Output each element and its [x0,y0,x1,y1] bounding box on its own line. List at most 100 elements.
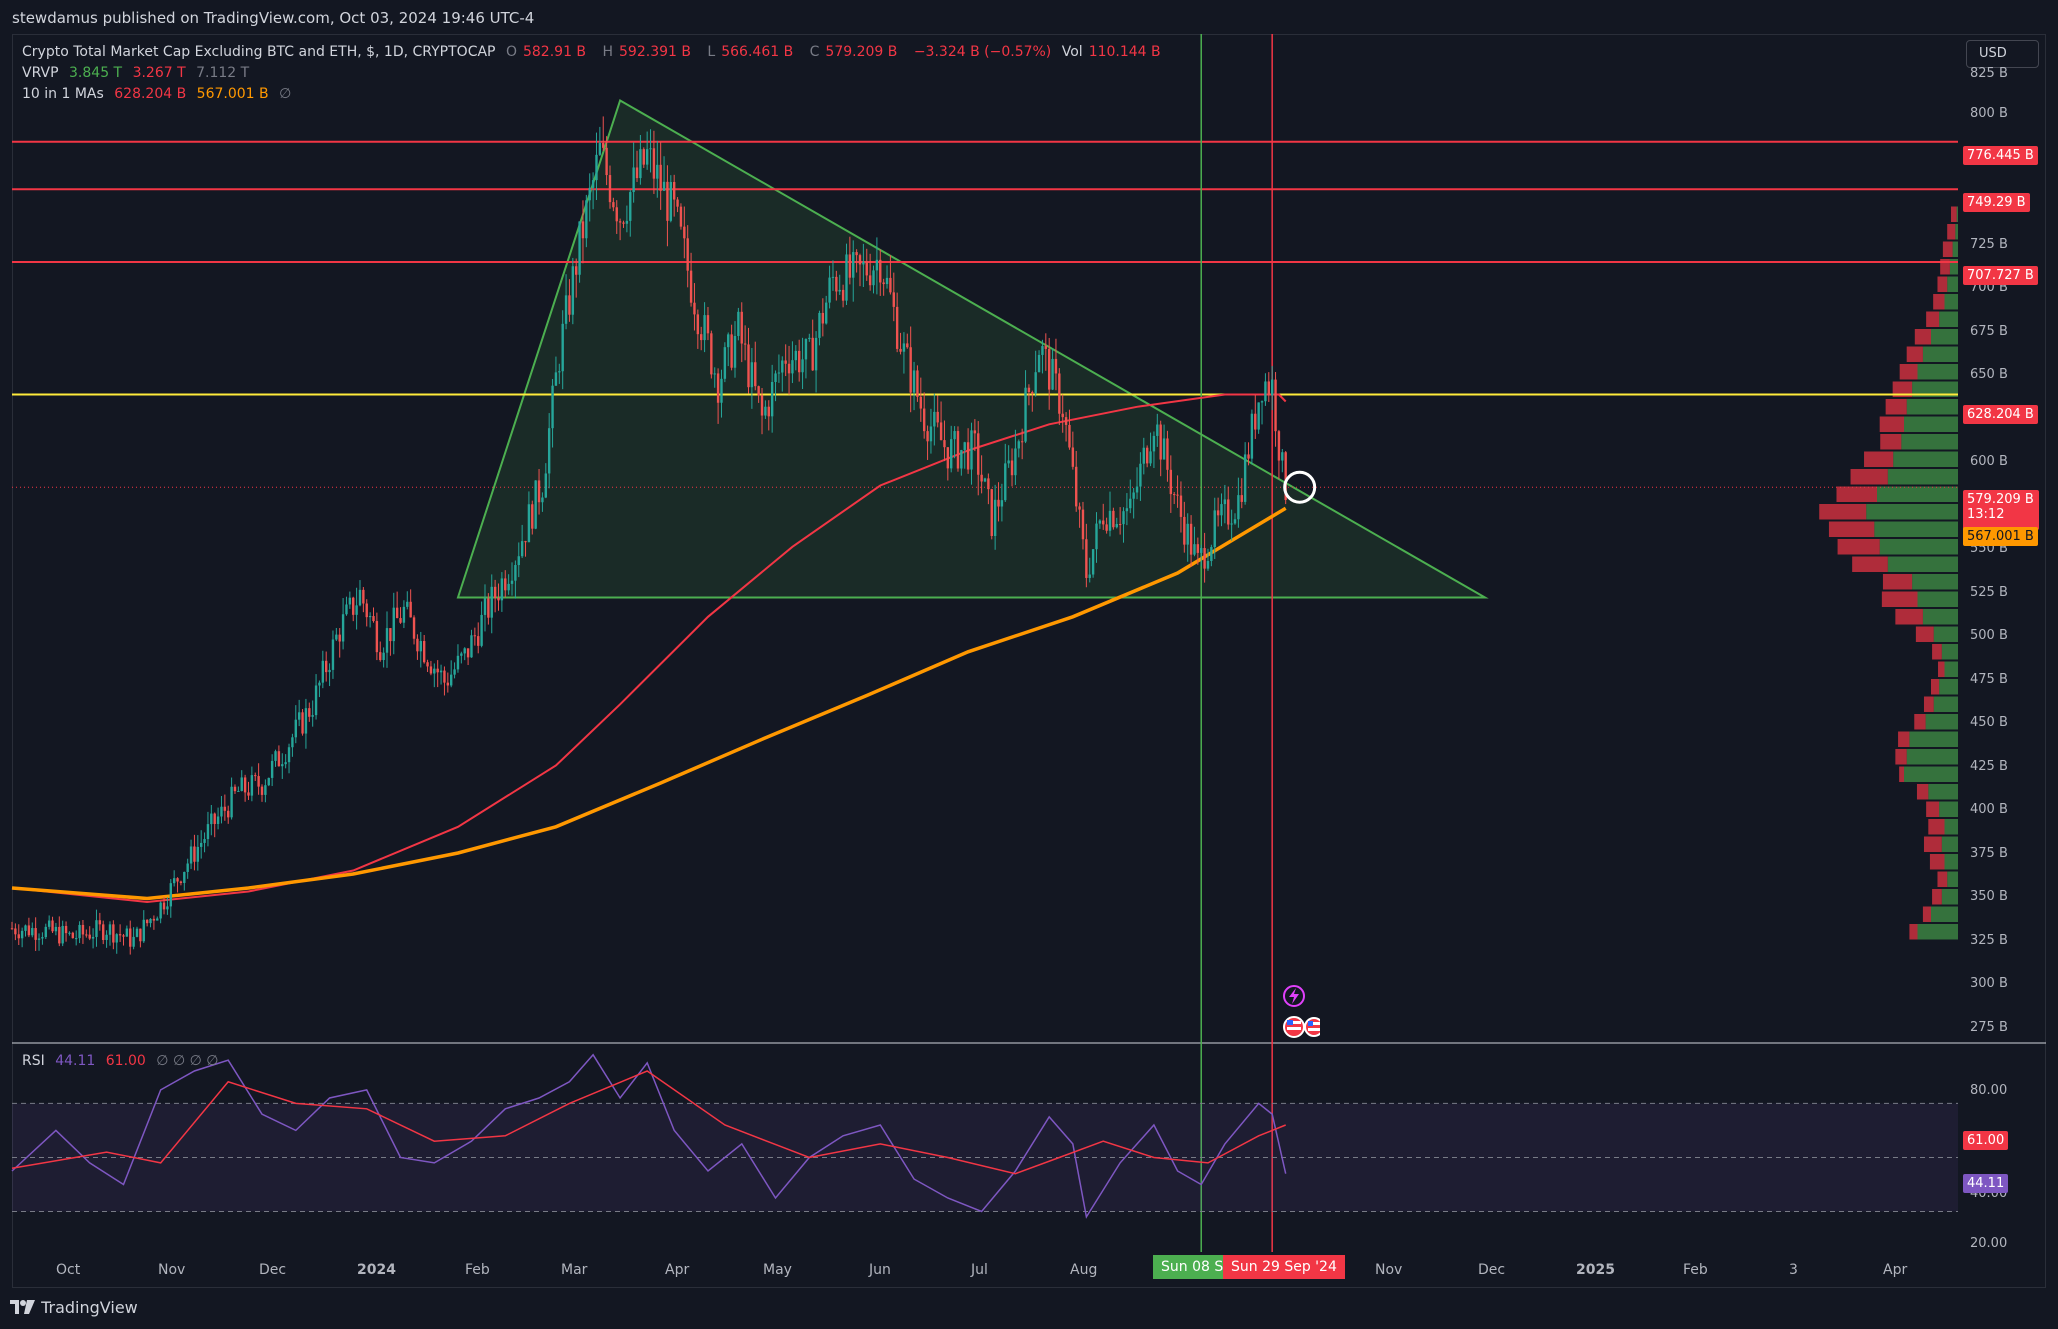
time-tick: Apr [665,1262,690,1278]
candle-body [727,334,730,348]
legend-ma-label[interactable]: 10 in 1 MAs [22,86,104,102]
candle-body [602,142,605,148]
candle-body [899,348,902,352]
candle-body [477,636,480,646]
candle-body [649,148,652,150]
candle-body [17,934,20,939]
volume-profile-bar-up [1922,609,1958,625]
candle-body [341,614,345,642]
candle-body [953,431,956,440]
legend-symbol[interactable]: Crypto Total Market Cap Excluding BTC an… [22,44,496,60]
candle-body [939,422,943,441]
candle-body [578,221,581,275]
volume-profile-bar-down [1864,451,1894,467]
candle-body [997,499,1000,507]
highlight-circle[interactable] [1283,470,1317,504]
candle-body [37,938,41,940]
legend-symbol-row: Crypto Total Market Cap Excluding BTC an… [22,44,1173,60]
volume-profile-bar-up [1933,696,1958,712]
rsi-line[interactable] [11,1053,1287,1219]
candle-body [493,586,497,598]
candle-body [568,295,571,315]
candle-body [152,918,156,921]
legend-vol-label: Vol [1061,44,1083,60]
candle-body [500,578,504,601]
candle-body [1024,387,1027,442]
candle-body [1149,451,1152,464]
time-tick: Nov [1375,1262,1403,1278]
candle-body [912,370,916,393]
event-icons[interactable] [1280,983,1320,1043]
candle-body [395,607,399,619]
volume-profile-bar-down [1923,696,1934,712]
footer-brand[interactable]: TradingView [10,1298,138,1317]
legend-rsi-label[interactable]: RSI [22,1053,45,1069]
candle-body [115,934,118,943]
candle-body [186,863,189,872]
candle-body [355,605,358,615]
currency-button[interactable]: USD [1966,40,2039,68]
candle-body [450,674,453,686]
volume-profile-bar-up [1877,486,1958,502]
volume-profile-bar-up [1917,924,1958,940]
candle-body [1220,504,1223,516]
candle-body [345,604,348,615]
volume-profile-bar-up [1944,854,1958,870]
candle-body [686,238,689,271]
lightning-icon[interactable] [1283,985,1305,1007]
candle-body [1037,354,1041,373]
candle-body [1098,520,1102,524]
volume-profile-bar-down [1938,661,1945,677]
candle-body [149,918,152,924]
candle-body [652,148,656,179]
candle-body [1264,381,1267,402]
candle-body [750,362,754,388]
us-flag-icon[interactable] [1283,1016,1305,1038]
legend-ma-hidden-icon[interactable]: ∅ [279,86,292,102]
candle-body [294,719,297,738]
candle-body [977,433,980,475]
candle-body [541,497,544,503]
price-label-countdown: 13:12 [1967,507,2005,522]
rsi-signal-line[interactable] [11,1070,1286,1175]
candle-body [382,652,385,661]
volume-profile-bar-up [1941,889,1958,905]
candle-body [713,373,716,375]
candle-body [176,878,179,882]
candle-body [1169,469,1173,495]
legend-rsi-hidden-icons[interactable]: ∅ ∅ ∅ ∅ [156,1053,219,1069]
legend-open-label: O [505,44,517,60]
candle-body [132,936,135,947]
ma-orange-line[interactable] [11,506,1287,901]
candle-body [409,601,412,618]
candle-body [629,192,632,221]
volume-profile-bar-down [1882,574,1913,590]
candle-body [916,370,919,397]
volume-profile-bar-down [1909,924,1918,940]
candle-body [422,641,426,663]
candle-body [1095,523,1098,550]
candle-body [764,406,767,416]
candle-body [439,670,443,673]
candle-body [1135,486,1139,493]
candle-body [970,430,973,470]
candle-body [1186,523,1189,545]
candle-body [1243,454,1247,502]
candle-body [145,919,149,924]
volume-profile-bar-down [1928,819,1945,835]
candle-body [1020,441,1024,443]
candle-body [1004,463,1007,501]
candle-body [1274,379,1277,432]
candle-body [693,302,696,315]
time-tick: Oct [56,1262,81,1278]
legend-vrvp-label[interactable]: VRVP [22,65,59,81]
us-flag-icon[interactable] [1304,1017,1320,1037]
candle-body [331,639,335,670]
candle-body [1172,494,1176,496]
candle-body [821,312,825,324]
triangle-pattern[interactable] [456,99,1489,599]
volume-profile-bar-down [1926,801,1940,817]
candle-body [831,276,835,278]
candle-body [240,777,243,791]
